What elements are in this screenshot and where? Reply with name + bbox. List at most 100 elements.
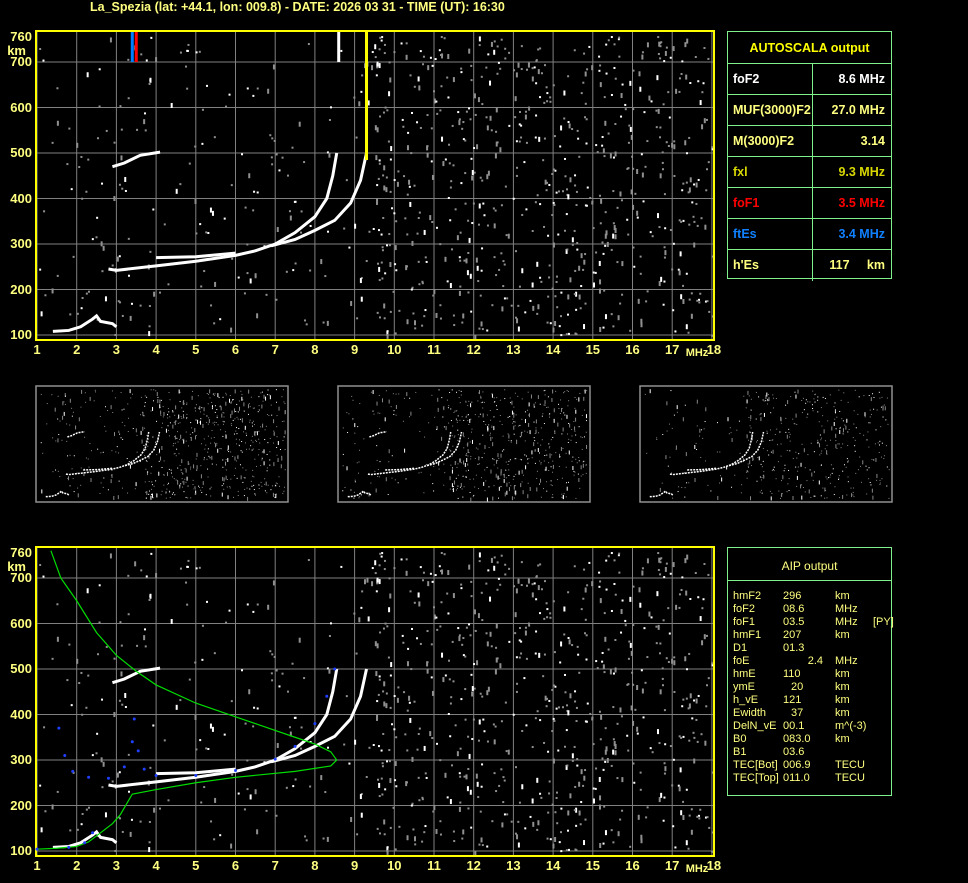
echo-dot <box>684 656 687 662</box>
echo-dot <box>575 824 578 827</box>
echo-dot <box>444 158 447 161</box>
echo-dot <box>381 765 384 768</box>
aip-unit: km <box>835 668 850 680</box>
echo-dot <box>405 42 408 45</box>
echo-dot <box>547 234 550 237</box>
echo-dot <box>382 732 385 735</box>
echo-dot <box>453 840 456 843</box>
echo-dot <box>471 222 474 225</box>
param-value: 9.3 MHz <box>838 165 885 179</box>
autoscala-row-fxl: fxl 9.3 MHz <box>728 156 891 188</box>
echo-dot <box>696 815 699 818</box>
echo-dot <box>649 747 652 750</box>
echo-dot <box>595 251 598 254</box>
echo-dot <box>470 64 473 67</box>
echo-dot <box>140 569 143 572</box>
echo-dot <box>575 706 578 709</box>
echo-dot <box>481 844 484 847</box>
x-tick-label: 9 <box>350 342 359 357</box>
echo-dot <box>620 93 623 99</box>
echo-dot <box>535 59 538 62</box>
echo-dot <box>548 699 551 702</box>
echo-dot <box>294 200 297 203</box>
echo-dot <box>585 142 588 145</box>
echo-dot <box>431 690 434 696</box>
echo-dot <box>658 41 661 47</box>
aip-value: 20 <box>791 681 804 693</box>
aip-fit-point <box>136 749 140 753</box>
echo-dot <box>230 327 233 333</box>
echo-dot <box>540 588 543 591</box>
echo-dot <box>576 645 579 648</box>
echo-dot <box>658 797 661 803</box>
echo-dot <box>688 136 691 139</box>
echo-dot <box>486 125 489 131</box>
echo-dot <box>451 124 454 127</box>
echo-dot <box>243 808 246 811</box>
echo-dot <box>689 598 692 601</box>
echo-dot <box>539 276 542 279</box>
echo-dot <box>673 174 676 177</box>
echo-dot <box>646 656 649 659</box>
echo-dot <box>696 299 699 302</box>
echo-dot <box>552 168 555 171</box>
echo-dot <box>95 236 98 239</box>
echo-dot <box>256 707 259 710</box>
echo-dot <box>690 829 693 835</box>
aip-panel: AIP output hmF2 296 km foF2 08.6 MHz foF1 03.5 M… <box>727 547 894 796</box>
echo-dot <box>436 628 439 631</box>
echo-dot <box>528 622 531 625</box>
echo-dot <box>583 324 586 330</box>
echo-dot <box>518 123 521 126</box>
echo-dot <box>340 565 343 568</box>
echo-dot <box>468 48 471 54</box>
echo-dot <box>471 175 474 181</box>
echo-dot <box>409 74 412 77</box>
x-tick-label: 15 <box>585 342 601 357</box>
autoscala-row-m3000f2: M(3000)F2 3.14 <box>728 125 891 157</box>
echo-dot <box>394 848 397 851</box>
echo-dot <box>669 745 672 748</box>
echo-dot <box>636 685 639 691</box>
echo-dot <box>478 44 481 47</box>
aip-fit-point <box>234 768 237 772</box>
echo-dot <box>537 48 540 51</box>
echo-dot <box>690 313 693 319</box>
echo-dot <box>630 134 633 140</box>
echo-dot <box>645 816 648 819</box>
echo-dot <box>689 693 692 699</box>
echo-dot <box>496 72 499 75</box>
echo-dot <box>586 702 589 705</box>
aip-param: D1 <box>733 642 748 654</box>
echo-dot <box>693 220 696 223</box>
echo-dot <box>506 297 509 300</box>
echo-dot <box>429 56 432 59</box>
echo-dot <box>442 161 445 167</box>
echo-dot <box>591 581 594 587</box>
echo-dot <box>558 706 561 709</box>
echo-dot <box>136 128 139 131</box>
echo-dot <box>662 303 665 306</box>
echo-dot <box>377 693 380 696</box>
echo-dot <box>406 319 409 325</box>
echo-dot <box>76 142 79 148</box>
echo-dot <box>96 216 99 219</box>
echo-dot <box>453 324 456 327</box>
echo-dot <box>80 823 83 826</box>
echo-dot <box>444 256 447 262</box>
echo-dot <box>493 49 496 55</box>
echo-dot <box>354 739 357 745</box>
echo-dot <box>303 161 306 164</box>
echo-dot <box>275 669 278 672</box>
echo-dot <box>487 170 490 176</box>
echo-dot <box>385 703 388 709</box>
echo-dot <box>552 717 555 720</box>
echo-dot <box>595 144 598 147</box>
echo-dot <box>152 208 155 211</box>
echo-dot <box>656 591 659 597</box>
echo-dot <box>439 317 442 320</box>
echo-dot <box>554 169 557 172</box>
echo-dot <box>655 126 658 129</box>
echo-dot <box>447 612 450 615</box>
echo-dot <box>558 841 561 844</box>
